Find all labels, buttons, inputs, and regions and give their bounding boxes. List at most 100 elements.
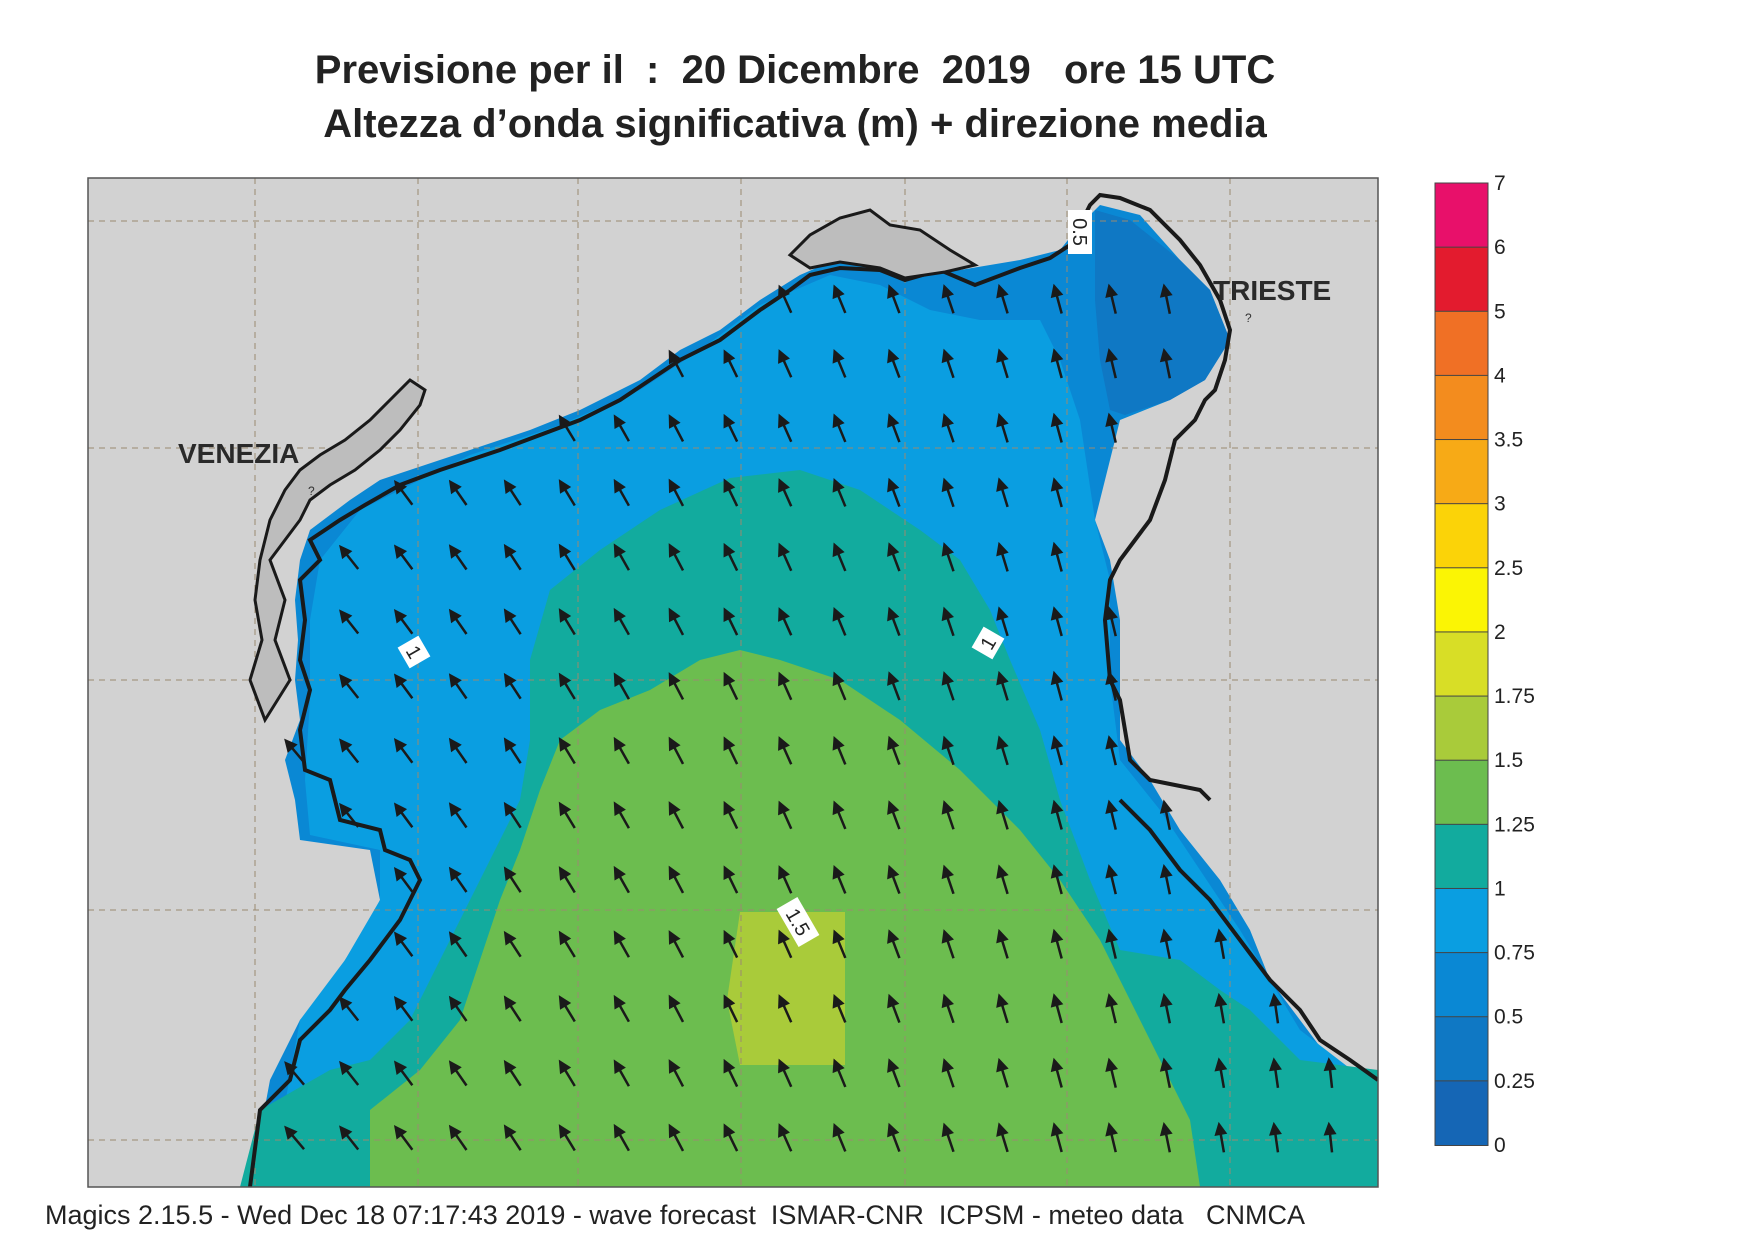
direction-arrow-head [832,477,845,493]
direction-arrow-head [832,864,845,880]
direction-arrow-shaft [1109,1068,1117,1088]
direction-arrow-shaft [563,746,576,765]
colorbar-tick-label: 3.5 [1494,429,1523,452]
direction-arrow-shaft [1273,1003,1280,1024]
direction-arrow-head [668,672,681,687]
direction-arrow-head [393,931,408,946]
direction-arrow-head [1159,799,1173,814]
direction-arrow-head [503,995,517,1010]
direction-arrow-head [558,737,572,752]
direction-arrow-shaft [1000,358,1009,379]
direction-arrow-shaft [1109,1003,1117,1024]
direction-arrow-shaft [727,616,739,636]
direction-arrow-head [393,608,408,624]
direction-arrow-shaft [1000,1068,1009,1088]
direction-arrow-head [1159,928,1173,943]
direction-arrow-head [393,479,408,495]
direction-arrow-head [941,1058,954,1073]
direction-arrow-head [1050,412,1064,428]
direction-arrow-shaft [1000,874,1009,895]
direction-arrow-shaft [672,1003,685,1023]
direction-arrow-head [723,413,736,429]
direction-arrow-head [1105,1122,1118,1137]
direction-arrow-shaft [782,874,793,894]
direction-arrow-shaft [946,810,955,830]
direction-arrow-shaft [508,1004,522,1022]
direction-arrow-head [339,1060,353,1076]
colorbar-swatch [1434,952,1489,1018]
direction-arrow-shaft [1055,745,1063,766]
direction-arrow-shaft [454,746,468,764]
direction-arrow-shaft [399,488,414,506]
direction-arrow-head [393,1124,408,1140]
direction-arrow-head [941,606,954,622]
colorbar-tick-label: 0.75 [1494,942,1535,965]
direction-arrow-shaft [345,617,360,635]
direction-arrow-shaft [946,423,955,443]
direction-arrow-head [941,993,954,1009]
direction-arrow-head [1214,928,1228,943]
direction-arrow-head [503,1059,517,1075]
direction-arrow-shaft [891,616,901,637]
direction-arrow-head [1050,348,1064,363]
direction-arrow-shaft [508,875,522,893]
chart-title-line1: Previsione per il : 20 Dicembre 2019 ore… [314,48,1276,92]
direction-arrow-shaft [1164,1132,1172,1153]
direction-arrow-shaft [946,681,955,701]
direction-arrow-head [1105,864,1118,879]
direction-arrow-shaft [345,746,360,764]
direction-arrow-head [832,1122,845,1138]
direction-arrow-shaft [1000,1132,1009,1153]
direction-arrow-shaft [672,1132,685,1152]
direction-arrow-head [339,1125,353,1140]
direction-arrow-head [613,543,626,559]
direction-arrow-head [1105,283,1118,298]
direction-arrow-head [613,736,626,752]
direction-arrow-head [339,544,353,560]
direction-arrow-shaft [618,939,630,958]
direction-arrow-head [941,542,954,557]
direction-arrow-head [613,930,626,946]
direction-arrow-head [887,284,900,299]
direction-arrow-head [339,996,353,1011]
direction-arrow-shaft [727,423,739,443]
direction-arrow-shaft [618,875,630,894]
direction-arrow-shaft [782,939,793,959]
direction-arrow-head [996,606,1009,621]
direction-arrow-head [1159,1057,1173,1072]
direction-arrow-head [996,864,1009,879]
direction-arrow-shaft [782,358,793,378]
direction-arrow-head [832,542,845,558]
direction-arrow-head [832,284,845,300]
direction-arrow-shaft [454,875,468,893]
direction-arrow-head [1050,606,1064,621]
contour-label-east: 1 [971,626,1005,660]
direction-arrow-head [448,1124,462,1140]
colorbar-tick-label: 3 [1494,493,1506,516]
direction-arrow-head [778,800,790,816]
direction-arrow-head [1105,348,1118,363]
colorbar-swatch [1434,182,1489,249]
direction-arrow-head [1214,1121,1228,1137]
direction-arrow-shaft [508,1068,522,1087]
direction-arrow-head [1323,1057,1337,1072]
direction-arrow-shaft [563,1133,576,1152]
direction-arrow-shaft [1055,1003,1063,1024]
graticule [88,178,1378,1187]
direction-arrow-head [393,802,408,817]
direction-arrow-shaft [563,617,576,636]
direction-arrow-head [832,348,845,364]
direction-arrow-shaft [891,874,901,895]
direction-arrow-head [723,607,736,623]
lagoon-islands [248,378,427,724]
direction-arrow-head [1269,992,1282,1007]
direction-arrow-shaft [1164,1068,1172,1088]
direction-arrow-head [996,412,1009,428]
direction-arrow-head [1214,992,1228,1008]
direction-arrow-head [1050,735,1064,750]
direction-arrow-head [1105,606,1118,621]
direction-arrow-head [778,607,790,622]
direction-arrow-shaft [345,681,360,699]
direction-arrow-head [613,994,626,1010]
direction-arrow-shaft [1055,487,1063,508]
